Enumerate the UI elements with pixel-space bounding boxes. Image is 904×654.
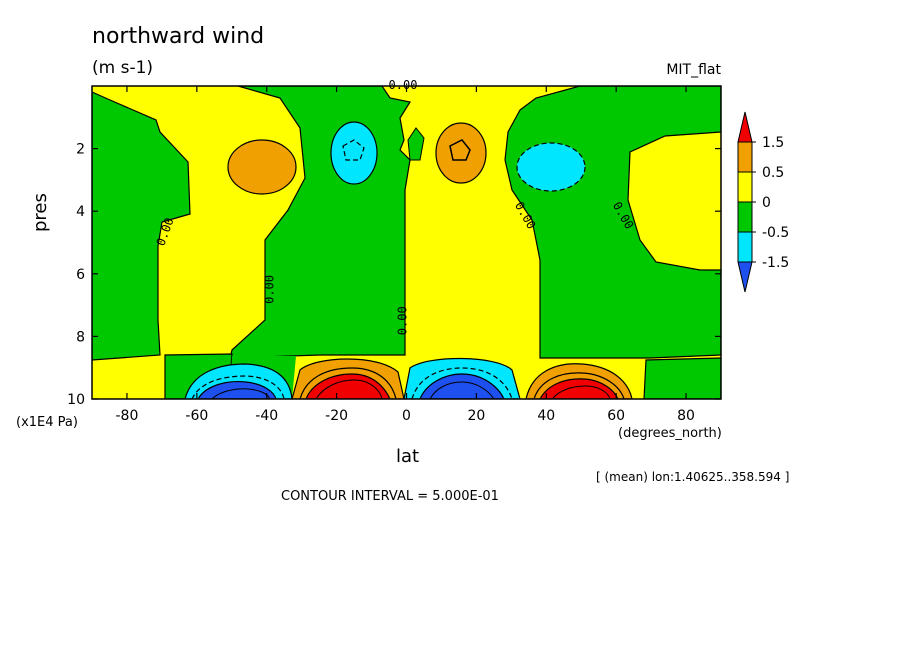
- contour-interval: CONTOUR INTERVAL = 5.000E-01: [281, 489, 499, 504]
- colorbar-swatch: [737, 261, 753, 293]
- region-green-left: [92, 86, 191, 361]
- contour-fill-layer: [92, 86, 721, 399]
- region-orange-nh: [435, 122, 487, 184]
- x-axis-label: lat: [396, 446, 420, 467]
- y-tick-label: 2: [76, 142, 85, 158]
- x-axis: -80 -60 -40 -20 0 20 40 60 80: [116, 86, 695, 424]
- region-blue-lower-nh: [419, 373, 505, 399]
- contour-label: 0.00: [263, 275, 277, 304]
- x-tick-label: -20: [325, 408, 348, 424]
- colorbar-swatch: [737, 171, 753, 203]
- y-tick-label: 8: [76, 329, 85, 345]
- y-axis: 2 4 6 8 10: [67, 142, 721, 408]
- colorbar-label: 0.5: [762, 165, 784, 181]
- dataset-label: MIT_flat: [666, 62, 721, 78]
- colorbar-label: 0: [762, 195, 771, 211]
- colorbar-label: 1.5: [762, 135, 784, 151]
- colorbar: 1.5 0.5 0 -0.5 -1.5: [737, 111, 789, 293]
- region-cyan-nh: [516, 142, 586, 192]
- colorbar-label: -0.5: [762, 225, 789, 241]
- x-tick-label: -40: [255, 408, 278, 424]
- region-green-lower-right: [643, 357, 721, 399]
- y-tick-label: 10: [67, 392, 85, 408]
- contour-label: 0.00: [396, 306, 410, 335]
- chart-title: northward wind: [92, 24, 265, 49]
- x-tick-label: 40: [537, 408, 555, 424]
- y-tick-label: 6: [76, 267, 85, 283]
- contour-inner-sh: [342, 139, 365, 161]
- colorbar-label: -1.5: [762, 255, 789, 271]
- x-tick-label: 20: [467, 408, 485, 424]
- y-tick-label: 4: [76, 204, 85, 220]
- x-tick-label: -80: [116, 408, 139, 424]
- region-cyan-sh: [330, 121, 378, 185]
- region-green-equator: [407, 127, 425, 161]
- region-red-lower-sh: [305, 373, 391, 399]
- colorbar-swatch: [737, 231, 753, 263]
- region-red-lower-nh: [539, 378, 619, 399]
- chart-units: (m s-1): [92, 58, 154, 78]
- x-axis-units: (degrees_north): [618, 426, 722, 441]
- contour-inner-nh: [449, 139, 471, 161]
- y-axis-units: (x1E4 Pa): [16, 415, 78, 430]
- x-tick-label: 0: [402, 408, 411, 424]
- y-axis-label: pres: [30, 193, 51, 232]
- x-tick-label: -60: [185, 408, 208, 424]
- region-orange-sh: [227, 139, 297, 195]
- contour-label: 0.00: [389, 78, 418, 92]
- colorbar-swatch: [737, 201, 753, 233]
- x-tick-label: 80: [677, 408, 695, 424]
- x-tick-label: 60: [607, 408, 625, 424]
- colorbar-swatch: [737, 111, 753, 143]
- mean-info: [ (mean) lon:1.40625..358.594 ]: [596, 470, 790, 484]
- colorbar-swatch: [737, 141, 753, 173]
